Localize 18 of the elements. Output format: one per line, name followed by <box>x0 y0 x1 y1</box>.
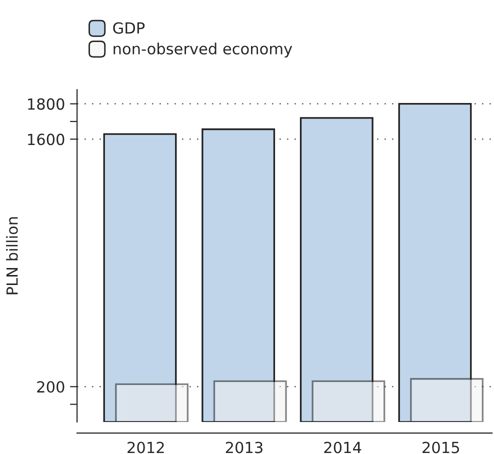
y-axis-title: PLN billion <box>6 217 18 294</box>
x-tick-label: 2012 <box>128 442 164 454</box>
bar <box>410 378 484 422</box>
bar <box>398 102 472 422</box>
bar <box>312 380 386 422</box>
x-tick-label: 2015 <box>422 442 459 454</box>
bar <box>202 128 276 422</box>
x-tick-label: 2014 <box>324 442 362 454</box>
bar <box>213 380 287 422</box>
legend-label: GDP <box>113 22 145 34</box>
y-tick-label: 1600 <box>28 134 64 146</box>
legend-label: non-observed economy <box>114 42 292 58</box>
bar <box>300 117 374 422</box>
x-tick-label: 2013 <box>226 442 262 454</box>
bar <box>103 133 177 422</box>
y-tick-label: 1800 <box>28 98 64 110</box>
y-tick-label: 200 <box>37 381 64 393</box>
bar <box>115 383 189 422</box>
